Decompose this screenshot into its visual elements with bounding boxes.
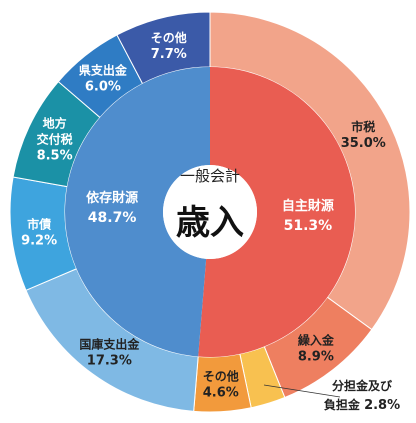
inner-label-name-1: 依存財源 bbox=[86, 190, 138, 206]
outer-label-name-7-0: 県支出金 bbox=[79, 62, 128, 77]
center-title: 歳入 bbox=[176, 203, 244, 243]
outer-label-name-5-0: 市債 bbox=[27, 216, 51, 231]
inner-label-name-0: 自主財源 bbox=[282, 198, 334, 214]
outer-label-name-3-0: その他 bbox=[203, 369, 239, 384]
center-subtitle: 一般会計 bbox=[180, 167, 240, 185]
outer-label-value-2: 2.8% bbox=[364, 398, 400, 413]
outer-label-name-0-0: 市税 bbox=[351, 119, 375, 134]
leader-line-contribution bbox=[263, 384, 341, 398]
outer-label-name-6-1: 交付税 bbox=[37, 131, 73, 146]
outer-label-name-1-0: 繰入金 bbox=[298, 333, 335, 348]
outer-label-value-6: 8.5% bbox=[37, 148, 73, 163]
outer-label-name-2-0: 分担金及び bbox=[332, 378, 393, 393]
inner-slice-0 bbox=[198, 67, 355, 358]
outer-ring bbox=[9, 11, 411, 413]
center-circle bbox=[163, 165, 257, 259]
outer-label-value-3: 4.6% bbox=[203, 386, 239, 401]
outer-label-name-8-0: その他 bbox=[151, 30, 187, 45]
inner-label-value-0: 51.3% bbox=[284, 218, 333, 234]
outer-label-value-0: 35.0% bbox=[341, 136, 386, 151]
inner-label-value-1: 48.7% bbox=[88, 210, 137, 226]
outer-label-value-8: 7.7% bbox=[151, 47, 187, 62]
outer-label-name-6-0: 地方 bbox=[43, 115, 67, 130]
inner-ring bbox=[64, 67, 355, 358]
outer-label-value-4: 17.3% bbox=[87, 353, 132, 368]
inner-slice-1 bbox=[64, 67, 210, 357]
labels: 自主財源 51.3% 依存財源 48.7% 市税 35.0% 繰入金 8.9% 分担金及び負担金… bbox=[21, 30, 400, 413]
outer-label-value-5: 9.2% bbox=[21, 233, 57, 248]
outer-label-value-1: 8.9% bbox=[298, 350, 334, 365]
outer-label-name-4-0: 国庫支出金 bbox=[79, 336, 140, 351]
outer-label-name-2-1: 負担金 2.8% bbox=[324, 397, 400, 413]
outer-label-value-7: 6.0% bbox=[85, 79, 121, 94]
